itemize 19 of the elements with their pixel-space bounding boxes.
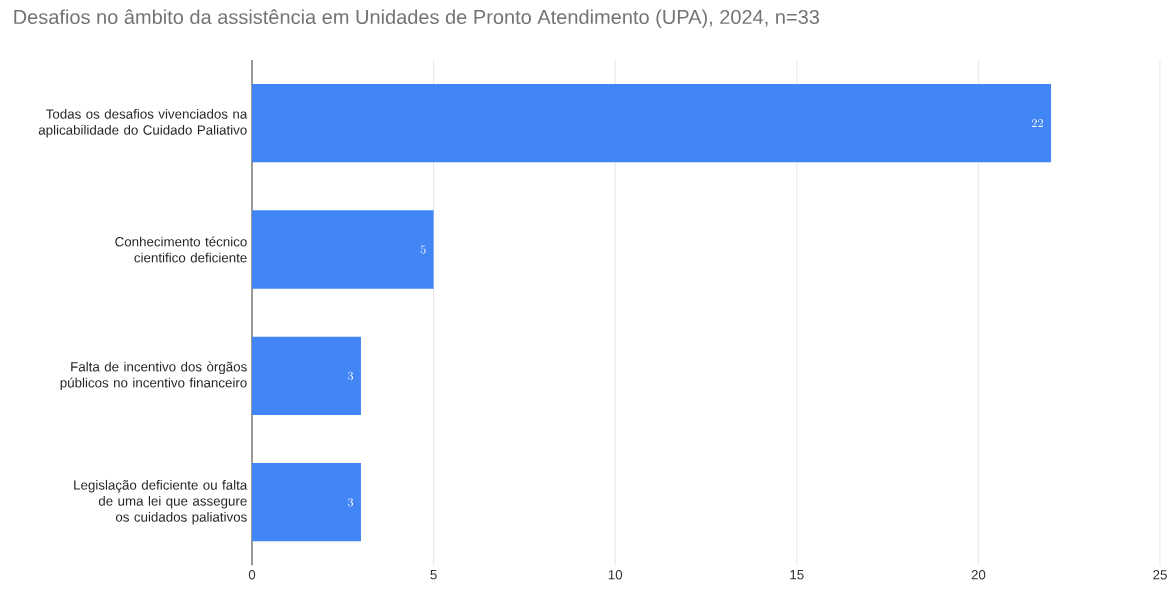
y-tick-label: Todas os desafios vivenciados na aplicabilidade do Cuidado Paliativo: [38, 108, 248, 138]
y-tick-label: Conhecimento técnico cientifico deficiente: [115, 236, 247, 263]
y-tick-label: Falta de incentivo dos òrgãos públicos no incentivo financeiro: [60, 361, 247, 390]
bar: [252, 83, 1052, 163]
x-tick-label: 25: [1153, 569, 1167, 580]
bar: [252, 210, 434, 289]
data-label: 22: [1031, 118, 1044, 127]
x-tick-label: 0: [248, 569, 256, 580]
chart-title: Desafios no âmbito da assistência em Unidades de Pronto Atendimento (UPA), 2024, n=33: [14, 9, 820, 28]
data-label: 5: [420, 245, 426, 254]
x-tick-label: 10: [608, 569, 623, 580]
bar: [252, 462, 361, 542]
bar: [252, 336, 361, 415]
x-tick-label: 20: [971, 569, 986, 580]
x-tick-label: 15: [790, 569, 804, 580]
x-tick-label: 5: [430, 569, 437, 580]
y-tick-label: Legislação deficiente ou falta de uma lei que assegure os cuidados paliativos: [74, 479, 248, 525]
data-label: 3: [347, 371, 354, 380]
data-label: 3: [347, 497, 354, 507]
